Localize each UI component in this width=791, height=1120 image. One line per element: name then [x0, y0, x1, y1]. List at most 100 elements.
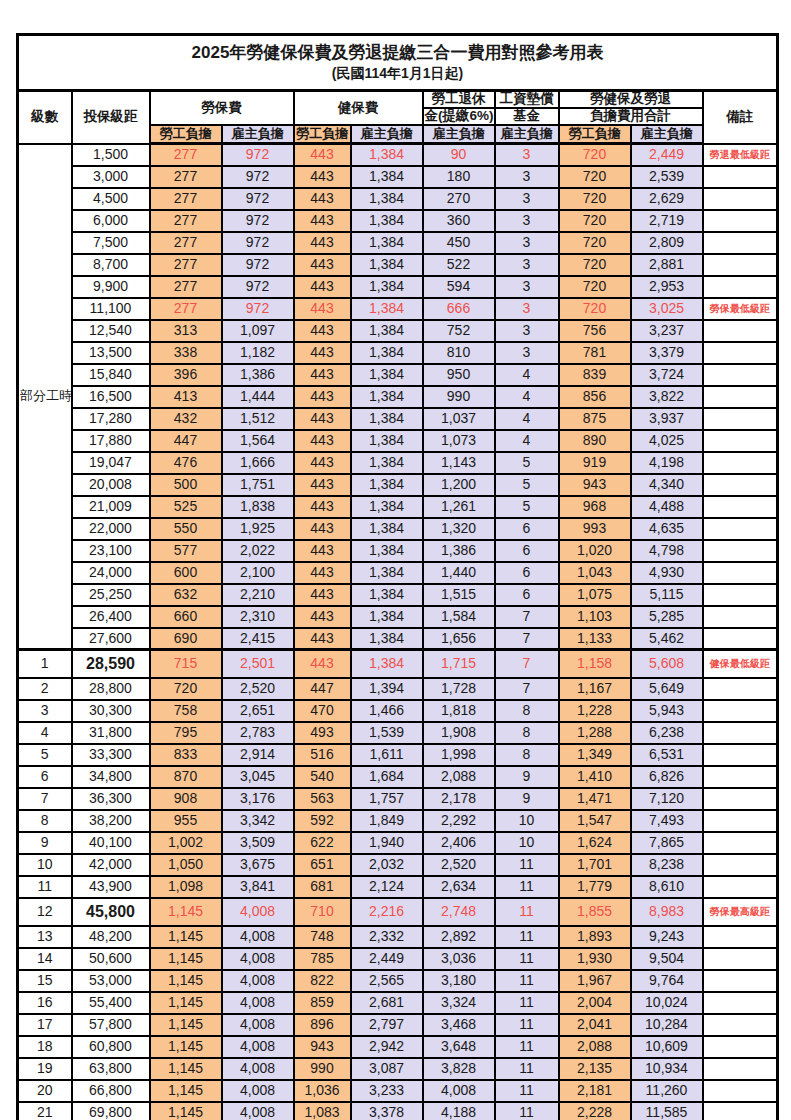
health-employer-cell: 1,384 — [351, 562, 423, 584]
labor-employer-cell: 1,182 — [222, 342, 294, 364]
labor-employer-cell: 3,509 — [222, 832, 294, 854]
total-employer-cell: 3,025 — [631, 298, 703, 320]
total-employer-cell: 6,238 — [631, 722, 703, 744]
table-body: 部分工時1,5002779724431,3849037202,449勞退最低級距… — [18, 144, 778, 1120]
salary-cell: 55,400 — [72, 992, 150, 1014]
health-employee-cell: 1,083 — [294, 1102, 351, 1120]
pension-employer-cell: 2,520 — [423, 854, 495, 876]
pension-employer-cell: 1,440 — [423, 562, 495, 584]
salary-cell: 38,200 — [72, 810, 150, 832]
wage-fund-employer-cell: 3 — [495, 298, 559, 320]
salary-cell: 43,900 — [72, 876, 150, 898]
header-health-employer: 雇主負擔 — [351, 125, 423, 144]
labor-employee-cell: 277 — [150, 232, 222, 254]
health-employer-cell: 1,384 — [351, 430, 423, 452]
remark-cell — [703, 700, 778, 722]
salary-cell: 11,100 — [72, 298, 150, 320]
wage-fund-employer-cell: 11 — [495, 1080, 559, 1102]
table-row: 22,0005501,9254431,3841,32069934,635 — [18, 518, 778, 540]
wage-fund-employer-cell: 4 — [495, 386, 559, 408]
wage-fund-employer-cell: 9 — [495, 788, 559, 810]
remark-cell — [703, 540, 778, 562]
labor-employee-cell: 600 — [150, 562, 222, 584]
wage-fund-employer-cell: 10 — [495, 832, 559, 854]
title-row: 2025年勞健保保費及勞退提繳三合一費用對照參考用表 (民國114年1月1日起) — [18, 35, 778, 91]
total-employer-cell: 3,724 — [631, 364, 703, 386]
level-cell: 10 — [18, 854, 72, 876]
labor-employer-cell: 972 — [222, 210, 294, 232]
labor-employee-cell: 277 — [150, 276, 222, 298]
pension-employer-cell: 752 — [423, 320, 495, 342]
labor-employee-cell: 500 — [150, 474, 222, 496]
total-employer-cell: 2,629 — [631, 188, 703, 210]
total-employer-cell: 7,865 — [631, 832, 703, 854]
wage-fund-employer-cell: 4 — [495, 408, 559, 430]
total-employee-cell: 856 — [559, 386, 631, 408]
salary-cell: 17,880 — [72, 430, 150, 452]
level-cell: 12 — [18, 898, 72, 926]
remark-cell — [703, 386, 778, 408]
total-employee-cell: 720 — [559, 166, 631, 188]
table-row: 25,2506322,2104431,3841,51561,0755,115 — [18, 584, 778, 606]
remark-cell — [703, 342, 778, 364]
labor-employee-cell: 413 — [150, 386, 222, 408]
remark-cell — [703, 992, 778, 1014]
total-employee-cell: 1,228 — [559, 700, 631, 722]
labor-employee-cell: 1,145 — [150, 1036, 222, 1058]
total-employee-cell: 1,158 — [559, 650, 631, 678]
health-employer-cell: 1,384 — [351, 188, 423, 210]
remark-cell — [703, 474, 778, 496]
total-employee-cell: 890 — [559, 430, 631, 452]
total-employer-cell: 3,237 — [631, 320, 703, 342]
page-title: 2025年勞健保保費及勞退提繳三合一費用對照參考用表 — [20, 44, 775, 63]
wage-fund-employer-cell: 5 — [495, 452, 559, 474]
table-row: 634,8008703,0455401,6842,08891,4106,826 — [18, 766, 778, 788]
health-employee-cell: 443 — [294, 188, 351, 210]
health-employee-cell: 443 — [294, 452, 351, 474]
pension-employer-cell: 1,818 — [423, 700, 495, 722]
labor-employer-cell: 3,342 — [222, 810, 294, 832]
wage-fund-employer-cell: 7 — [495, 606, 559, 628]
labor-employee-cell: 313 — [150, 320, 222, 342]
labor-employee-cell: 833 — [150, 744, 222, 766]
health-employee-cell: 681 — [294, 876, 351, 898]
pension-employer-cell: 522 — [423, 254, 495, 276]
total-employer-cell: 6,531 — [631, 744, 703, 766]
total-employer-cell: 11,585 — [631, 1102, 703, 1120]
remark-cell — [703, 320, 778, 342]
health-employee-cell: 443 — [294, 210, 351, 232]
table-row: 9,9002779724431,38459437202,953 — [18, 276, 778, 298]
total-employee-cell: 1,043 — [559, 562, 631, 584]
total-employee-cell: 1,547 — [559, 810, 631, 832]
salary-cell: 15,840 — [72, 364, 150, 386]
table-row: 23,1005772,0224431,3841,38661,0204,798 — [18, 540, 778, 562]
pension-employer-cell: 3,324 — [423, 992, 495, 1014]
total-employee-cell: 1,349 — [559, 744, 631, 766]
remark-cell — [703, 926, 778, 948]
labor-employee-cell: 1,145 — [150, 948, 222, 970]
health-employer-cell: 1,384 — [351, 298, 423, 320]
table-row: 11,1002779724431,38466637203,025勞保最低級距 — [18, 298, 778, 320]
health-employee-cell: 896 — [294, 1014, 351, 1036]
labor-employee-cell: 758 — [150, 700, 222, 722]
health-employer-cell: 1,384 — [351, 474, 423, 496]
labor-employer-cell: 4,008 — [222, 1080, 294, 1102]
labor-employer-cell: 4,008 — [222, 992, 294, 1014]
total-employer-cell: 4,930 — [631, 562, 703, 584]
health-employer-cell: 2,797 — [351, 1014, 423, 1036]
total-employee-cell: 1,471 — [559, 788, 631, 810]
pension-employer-cell: 3,468 — [423, 1014, 495, 1036]
salary-cell: 34,800 — [72, 766, 150, 788]
salary-cell: 28,590 — [72, 650, 150, 678]
header-total-line2: 負擔費用合計 — [559, 108, 703, 125]
wage-fund-employer-cell: 3 — [495, 188, 559, 210]
total-employee-cell: 1,893 — [559, 926, 631, 948]
total-employee-cell: 720 — [559, 144, 631, 166]
header-total-employer: 雇主負擔 — [631, 125, 703, 144]
wage-fund-employer-cell: 8 — [495, 700, 559, 722]
labor-employee-cell: 795 — [150, 722, 222, 744]
total-employee-cell: 1,624 — [559, 832, 631, 854]
remark-cell — [703, 584, 778, 606]
header-salary: 投保級距 — [72, 91, 150, 144]
remark-cell — [703, 876, 778, 898]
